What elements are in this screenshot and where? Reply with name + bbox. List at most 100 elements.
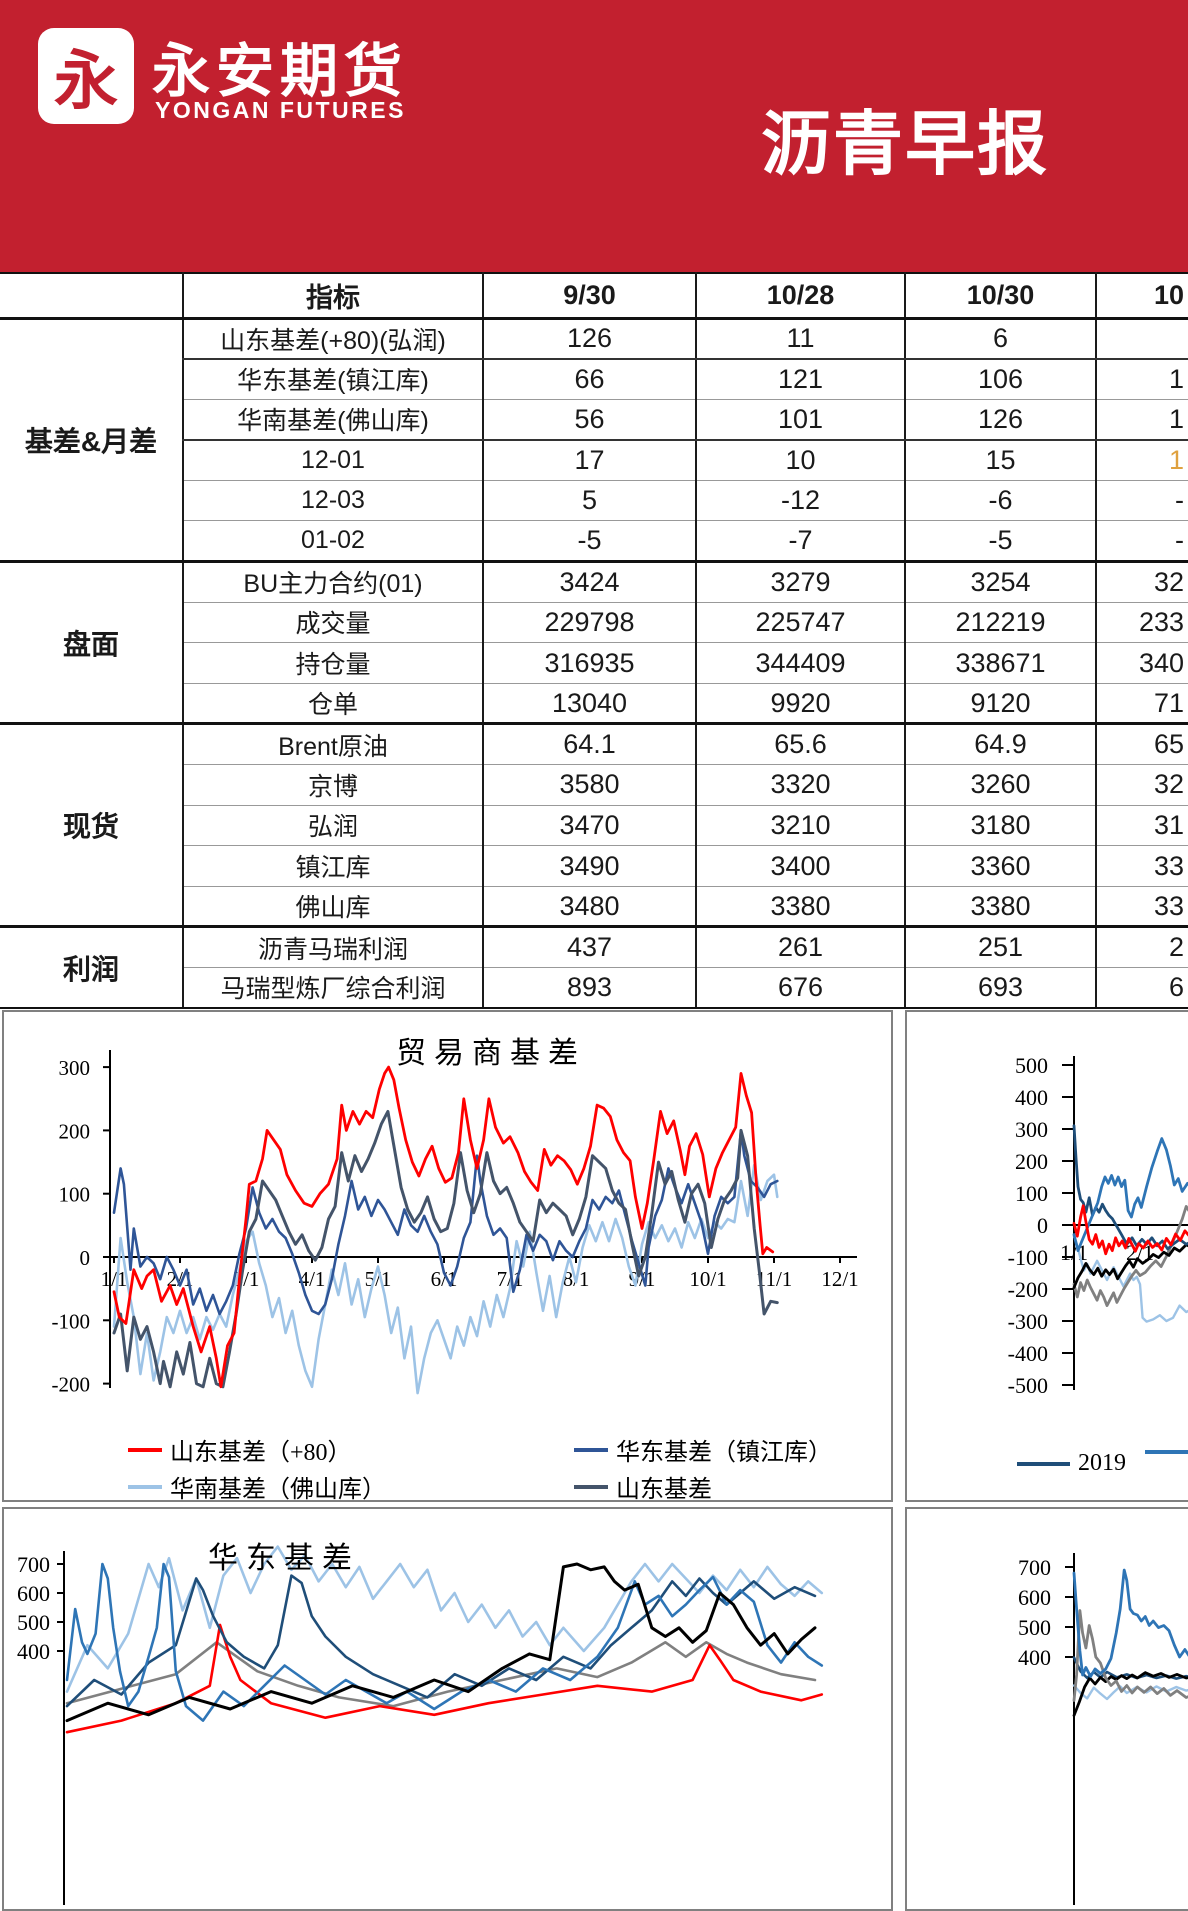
cell-value: 316935	[482, 642, 696, 684]
cell-value: 5	[482, 480, 696, 522]
cell-value: 344409	[695, 642, 905, 684]
svg-text:12/1: 12/1	[821, 1267, 858, 1291]
cell-value: 3424	[482, 561, 696, 603]
column-header-indicator: 指标	[182, 273, 483, 320]
legend-label: 2019	[1078, 1450, 1126, 1476]
table-row: 利润 沥青马瑞利润 437 261 251 2	[0, 926, 1188, 1009]
cell-value: 3490	[482, 845, 696, 887]
table-row: 马瑞型炼厂综合利润 893 676 693 6	[0, 967, 1188, 1009]
cell-value: 126	[482, 318, 696, 360]
cell-value: 3360	[904, 845, 1096, 887]
svg-text:500: 500	[1018, 1615, 1051, 1640]
legend-swatch	[128, 1484, 162, 1489]
cell-value: 6	[1095, 967, 1188, 1009]
cell-value: 64.9	[904, 723, 1096, 766]
row-label: 华南基差(佛山库)	[182, 399, 483, 441]
cell-value: 229798	[482, 602, 696, 644]
cell-value: 10	[695, 439, 905, 481]
table-row: 01-02 -5 -7 -5-	[0, 520, 1188, 564]
legend-swatch	[128, 1447, 162, 1452]
cell-value: 3400	[695, 845, 905, 887]
row-label: 12-01	[182, 439, 483, 481]
cell-value: 13040	[482, 683, 696, 726]
svg-text:10/1: 10/1	[689, 1267, 726, 1291]
legend-item: 山东基差（+80）	[128, 1432, 352, 1467]
chart-panel-seasonal-right: 500 400 300 200 100 0 -100 -200 -300 -400 -500 1/1 2…	[905, 1010, 1188, 1502]
group-label: 利润	[0, 926, 183, 1009]
row-label: 京博	[182, 764, 483, 806]
cell-value: 212219	[904, 602, 1096, 644]
row-label: 镇江库	[182, 845, 483, 887]
cell-value: 3480	[482, 886, 696, 929]
table-row: 镇江库 3490 3400 3360 33	[0, 845, 1188, 887]
row-label: 佛山库	[182, 886, 483, 929]
row-label: 弘润	[182, 805, 483, 847]
table-row: 仓单 13040 9920 9120 71	[0, 683, 1188, 726]
svg-text:400: 400	[17, 1639, 50, 1664]
legend-label: 华东基差（镇江库）	[616, 1440, 832, 1466]
table-row: 基差&月差 山东基差(+80)(弘润) 126 11 6	[0, 318, 1188, 564]
chart-title: 华东基差	[208, 1542, 360, 1575]
cell-value: -5	[904, 520, 1096, 564]
legend-item	[1145, 1450, 1188, 1454]
row-label: 仓单	[182, 683, 483, 726]
cell-value: 3254	[904, 561, 1096, 603]
svg-text:1/1: 1/1	[101, 1267, 128, 1291]
row-label: 华东基差(镇江库)	[182, 358, 483, 400]
cell-value: 106	[904, 358, 1096, 400]
cell-value: 893	[482, 967, 696, 1009]
cell-value: 65.6	[695, 723, 905, 766]
cell-value: 2	[1095, 926, 1188, 968]
svg-text:700: 700	[17, 1552, 50, 1577]
table-row: 盘面 BU主力合约(01) 3424 3279 3254 32	[0, 561, 1188, 726]
svg-text:300: 300	[1015, 1117, 1048, 1142]
cell-value: 9920	[695, 683, 905, 726]
svg-text:-400: -400	[1008, 1341, 1048, 1366]
svg-text:500: 500	[17, 1610, 50, 1635]
logo-glyph: 永	[54, 45, 118, 117]
cell-value: 3210	[695, 805, 905, 847]
legend-item: 华东基差（镇江库）	[574, 1432, 832, 1467]
cell-value: 3260	[904, 764, 1096, 806]
cell-value: 126	[904, 399, 1096, 441]
cell-value: 233	[1095, 602, 1188, 644]
chart-panel-seasonal-right2: 700 600 500 400	[905, 1507, 1188, 1911]
cell-value: 338671	[904, 642, 1096, 684]
row-label: 持仓量	[182, 642, 483, 684]
svg-text:-100: -100	[1008, 1245, 1048, 1270]
cell-value: 261	[695, 926, 905, 968]
cell-value: 3380	[904, 886, 1096, 929]
column-header-date: 10/28	[695, 273, 905, 320]
chart-panel-east-china-basis: 700 600 500 400 华东基差	[2, 1507, 893, 1911]
cell-value: 3470	[482, 805, 696, 847]
legend-label: 华南基差（佛山库）	[170, 1477, 386, 1502]
data-table: 指标 9/30 10/28 10/30 10 基差&月差 山东基差(+80)(弘润) 126 1…	[0, 272, 1188, 1009]
row-label: 沥青马瑞利润	[182, 926, 483, 968]
table-row: 弘润 3470 3210 3180 31	[0, 805, 1188, 847]
cell-value: 251	[904, 926, 1096, 968]
cell-value: 15	[904, 439, 1096, 481]
data-table-wrap: 指标 9/30 10/28 10/30 10 基差&月差 山东基差(+80)(弘润) 126 1…	[0, 272, 1188, 1009]
cell-value: 437	[482, 926, 696, 968]
cell-value: 225747	[695, 602, 905, 644]
svg-text:300: 300	[59, 1056, 91, 1080]
legend-item: 山东基差	[574, 1469, 712, 1500]
cell-value: 101	[695, 399, 905, 441]
svg-text:0: 0	[80, 1246, 91, 1270]
cell-value: 56	[482, 399, 696, 441]
cell-value: 11	[695, 318, 905, 360]
column-header-date: 9/30	[482, 273, 696, 320]
table-row: 12-03 5 -12 -6-	[0, 480, 1188, 522]
cell-value: 1	[1095, 358, 1188, 400]
chart-title: 贸易商基差	[396, 1037, 586, 1070]
cell-value: 3380	[695, 886, 905, 929]
cell-value: 121	[695, 358, 905, 400]
cell-value: 64.1	[482, 723, 696, 766]
cell-value: 71	[1095, 683, 1188, 726]
cell-value: 1	[1095, 439, 1188, 481]
svg-text:400: 400	[1015, 1085, 1048, 1110]
company-name-cn: 永安期货	[152, 39, 409, 104]
cell-value: 3180	[904, 805, 1096, 847]
legend-label: 山东基差（+80）	[170, 1440, 352, 1466]
svg-text:200: 200	[59, 1119, 91, 1143]
